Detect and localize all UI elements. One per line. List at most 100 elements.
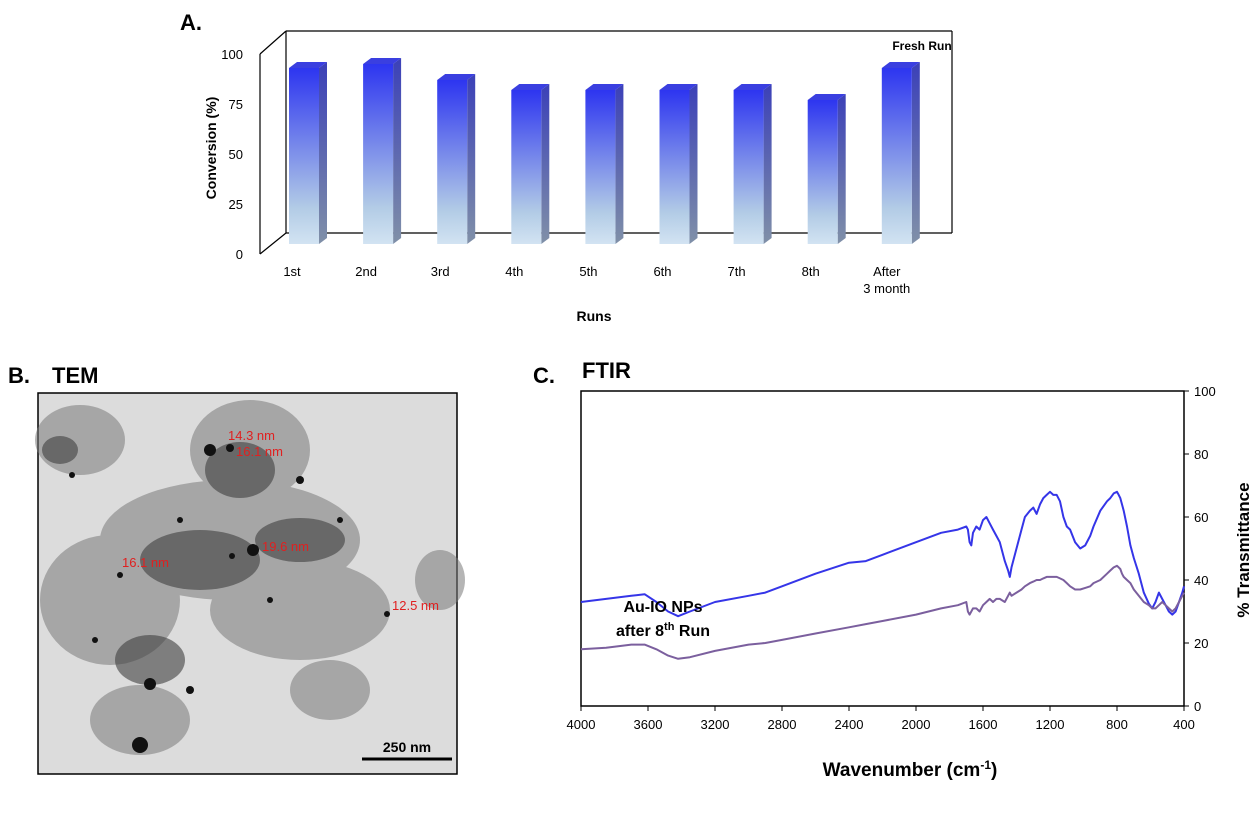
ftir-x-tick-label: 4000 [567,717,596,732]
ftir-y-tick-label: 20 [1194,636,1208,651]
bar-chart-bars [289,58,920,244]
bar [881,62,920,244]
ftir-series-line [580,564,1185,660]
ftir-y-tick-label: 60 [1194,510,1208,525]
ftir-x-tick-label: 2800 [768,717,797,732]
bar-chart-y-tick-label: 0 [236,247,243,262]
bar-chart-floor-edge [259,232,287,255]
ftir-y-tick-label: 40 [1194,573,1208,588]
ftir-x-tick-label: 800 [1106,717,1128,732]
bar-chart-y-tick-label: 100 [221,47,243,62]
bar-chart-x-ticks: 1st 2nd 3rd 4th 5th 6th 7th 8th After 3 month [283,264,910,296]
ftir-y-tick-label: 0 [1194,699,1201,714]
ftir-plot-frame [580,390,1185,707]
bar-side [837,94,846,244]
bar-chart-x-tick-label: After 3 month [863,264,910,296]
ftir-y-tick-label: 100 [1194,384,1216,399]
tem-measurement: 14.3 nm [228,428,275,443]
bar-side [393,58,402,244]
bar [807,94,846,244]
bar-side [689,84,698,244]
bar-chart-y-tick-label: 75 [229,97,243,112]
bar-face [881,68,912,244]
bar-top [289,62,327,68]
bar-chart-y-ticks: 0 25 50 75 100 [221,47,243,262]
bar-chart-x-tick-label: 6th [653,264,671,279]
bar [733,84,772,244]
bar-side [319,62,327,244]
ftir-annotation-line2: after 8th Run [616,621,710,640]
ftir-y-tick-label: 80 [1194,447,1208,462]
tem-image [35,392,465,775]
panel-a-label: A. [180,10,202,35]
ftir-series-line [580,490,1185,618]
bar-chart-y-tick-label: 25 [229,197,243,212]
bar-face [659,90,690,244]
bar-top [437,74,476,80]
ftir-x-axis-title: Wavenumber (cm-1) [823,758,998,781]
bar-chart-x-tick-label: 4th [505,264,523,279]
panel-b-title: TEM [52,363,98,388]
bar-side [615,84,624,244]
bar [659,84,698,244]
ftir-annotation-line1: Au-IO NPs [623,599,702,616]
bar-side [763,84,772,244]
bar-chart-y-axis-title: Conversion (%) [203,97,219,200]
ftir-x-tick-label: 1200 [1036,717,1065,732]
tem-measurement: 16.1 nm [236,444,283,459]
bar-chart-x-tick-label: 7th [728,264,746,279]
tem-measurement: 16.1 nm [122,555,169,570]
panel-c-title: FTIR [582,358,631,383]
bar-side [467,74,476,244]
bar-side [541,84,550,244]
scale-bar-label: 250 nm [383,739,431,755]
bar-top [659,84,698,90]
bar-chart-top-edge [259,30,287,55]
panel-b: B. TEM [8,363,465,775]
ftir-x-tick-label: 3200 [701,717,730,732]
bar-top [511,84,550,90]
bar-chart-y-tick-label: 50 [229,147,243,162]
bar-chart-x-tick-label: 5th [579,264,597,279]
panel-a: A. 0 25 50 75 100 1st 2nd 3rd 4th 5th 6th 7th 8th Af… [180,10,953,324]
bar-top [807,94,846,100]
ftir-y-axis-title: % Transmittance [1234,482,1253,617]
ftir-x-tick-label: 400 [1173,717,1195,732]
panel-c: C. FTIR 0 20 40 60 80 100 4000 3600 3200 2800 240… [533,358,1253,781]
ftir-y-ticks: 0 20 40 60 80 100 [1184,384,1216,714]
bar-top [733,84,772,90]
bar-top [585,84,624,90]
bar-face [807,100,838,244]
ftir-series [580,490,1185,660]
bar-face [585,90,616,244]
tem-measurement: 19.6 nm [262,539,309,554]
bar [437,74,476,244]
bar-chart-x-tick-label: 8th [802,264,820,279]
bar [511,84,550,244]
bar-chart-x-tick-label: 1st [283,264,301,279]
bar-face [437,80,468,244]
tem-measurement: 12.5 nm [392,598,439,613]
bar-face [511,90,542,244]
bar [585,84,624,244]
ftir-x-tick-label: 2000 [902,717,931,732]
bar-face [289,68,319,244]
bar [363,58,402,244]
panel-c-label: C. [533,363,555,388]
bar-top [881,62,920,68]
bar-face [733,90,764,244]
bar-top [363,58,402,64]
fresh-run-annotation: Fresh Run [892,39,951,53]
bar-chart-x-tick-label: 2nd [355,264,377,279]
ftir-x-ticks: 4000 3600 3200 2800 2400 2000 1600 1200 800 400 [567,706,1195,732]
bar-chart-x-tick-label: 3rd [431,264,450,279]
ftir-x-tick-label: 3600 [634,717,663,732]
ftir-x-tick-label: 1600 [969,717,998,732]
bar-chart-x-axis-title: Runs [577,308,612,324]
bar-side [911,62,920,244]
bar-face [363,64,394,244]
panel-b-label: B. [8,363,30,388]
bar [289,62,327,244]
ftir-x-tick-label: 2400 [835,717,864,732]
